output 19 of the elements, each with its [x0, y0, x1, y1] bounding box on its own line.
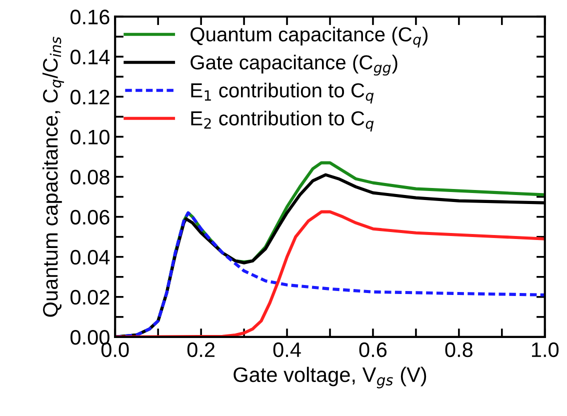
legend-label: E$_{1}$ contribution to C$_{q}$ — [191, 82, 374, 104]
y-tick-label: 0.16 — [70, 10, 110, 24]
x-tick-label: 0.2 — [187, 342, 214, 358]
x-tick-label: 0.6 — [359, 342, 387, 358]
legend-label: Quantum capacitance (C$_{q}$) — [190, 26, 428, 48]
legend-label: E$_{2}$ contribution to C$_{q}$ — [191, 110, 374, 132]
y-tick-label: 0.04 — [70, 250, 110, 265]
legend-label: Gate capacitance (C$_{gg}$) — [190, 54, 398, 76]
y-tick-label: 0.10 — [70, 130, 110, 145]
x-tick-label: 1.0 — [532, 342, 559, 358]
x-axis-title: Gate voltage, V$_{gs}$ (V) — [234, 366, 426, 388]
y-axis-title: Quantum capacitance, C$_{q}$/C$_{ins}$ — [42, 36, 64, 317]
y-tick-label: 0.12 — [70, 90, 110, 104]
y-tick-label: 0.06 — [70, 210, 110, 225]
y-tick-label: 0.02 — [70, 290, 110, 305]
x-tick-label: 0.4 — [273, 342, 301, 358]
y-tick-label: 0.08 — [70, 170, 110, 185]
y-tick-label: 0.14 — [70, 50, 110, 64]
x-tick-label: 0.8 — [445, 342, 473, 358]
